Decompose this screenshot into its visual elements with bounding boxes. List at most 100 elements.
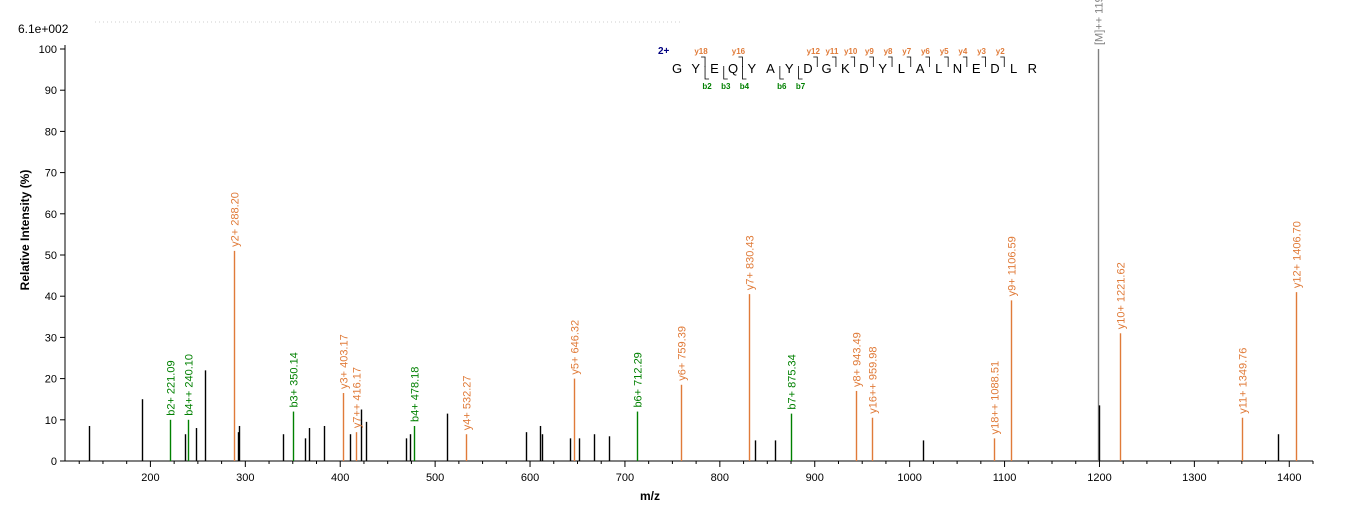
x-axis-title: m/z (640, 489, 660, 503)
y-ion-label: y9 (865, 47, 874, 56)
b-ion-label: b6 (777, 82, 787, 91)
y-ion-bracket (888, 56, 893, 67)
residue-19: L (1010, 61, 1017, 76)
residue-16: N (953, 61, 962, 76)
y-ion-label: y18 (694, 47, 708, 56)
residue-1: G (672, 61, 682, 76)
residue-5: Y (747, 61, 756, 76)
y-tick-label: 80 (45, 126, 57, 138)
b-ion-label: b2 (702, 82, 712, 91)
y-tick-label: 100 (39, 44, 57, 56)
peak-label-1088.51: y18++ 1088.51 (990, 361, 1002, 434)
residue-13: L (898, 61, 905, 76)
peak-label-288.2: y2+ 288.20 (230, 192, 242, 247)
y-tick-label: 50 (45, 250, 57, 262)
x-tick-label: 1300 (1182, 472, 1206, 484)
x-tick-label: 900 (806, 472, 824, 484)
y-tick-label: 60 (45, 209, 57, 221)
peak-label-830.43: y7+ 830.43 (745, 235, 757, 290)
b-ion-label: b3 (721, 82, 731, 91)
x-tick-label: 1100 (993, 472, 1017, 484)
residue-8: D (803, 61, 812, 76)
residue-15: L (935, 61, 942, 76)
y-ion-bracket (944, 56, 949, 67)
y-ion-label: y4 (958, 47, 967, 56)
b-ion-bracket (742, 66, 747, 80)
y-ion-bracket (1000, 56, 1005, 67)
peak-label-1221.62: y10+ 1221.62 (1116, 262, 1128, 329)
x-tick-label: 1200 (1087, 472, 1111, 484)
y-ion-bracket (813, 56, 818, 67)
y-tick-label: 90 (45, 85, 57, 97)
residue-18: D (990, 61, 999, 76)
b-ion-label: b7 (796, 82, 806, 91)
y-ion-bracket (981, 56, 986, 67)
y-axis-title: Relative Intensity (%) (18, 170, 32, 291)
y-ion-label: y12 (807, 47, 821, 56)
y-ion-bracket (962, 56, 968, 67)
y-tick-label: 0 (51, 456, 57, 468)
x-tick-label: 200 (141, 472, 159, 484)
x-tick-label: 600 (521, 472, 539, 484)
axes (64, 45, 1313, 462)
peak-label-1106.59: y9+ 1106.59 (1007, 236, 1019, 296)
peak-label-350.14: b3+ 350.14 (289, 352, 301, 407)
residue-4: Q (728, 61, 738, 76)
peak-label-1406.7: y12+ 1406.70 (1292, 221, 1304, 288)
y-ion-bracket (925, 56, 930, 67)
residue-6: A (766, 61, 775, 76)
peak-label-943.49: y8+ 943.49 (852, 332, 864, 387)
peak-label-416.17: y7++ 416.17 (352, 367, 364, 428)
y-ion-label: y11 (825, 47, 838, 56)
y-ion-label: y6 (921, 47, 930, 56)
y-tick-label: 40 (45, 291, 57, 303)
y-tick-label: 10 (45, 415, 57, 427)
peak-label-478.18: b4+ 478.18 (410, 367, 422, 422)
y-ion-label: y7 (902, 47, 911, 56)
x-tick-label: 700 (616, 472, 634, 484)
y-ion-label: y8 (884, 47, 893, 56)
peak-label-1198.55: [M]++ 1198.55 (1094, 0, 1106, 45)
y-tick-label: 70 (45, 168, 57, 180)
y-ion-label: y2 (996, 47, 1005, 56)
b-ion-bracket (723, 66, 728, 80)
x-tick-label: 500 (426, 472, 444, 484)
peak-label-646.32: y5+ 646.32 (570, 320, 582, 375)
y-ion-bracket (869, 56, 874, 67)
y-ion-label: y3 (977, 47, 986, 56)
peak-label-403.17: y3+ 403.17 (339, 334, 351, 389)
residue-17: E (972, 61, 981, 76)
y-ion-bracket (850, 56, 856, 67)
intensity-scale-label: 6.1e+002 (18, 22, 69, 36)
b-ion-bracket (779, 66, 784, 80)
residue-10: K (841, 61, 850, 76)
b-ion-bracket (798, 66, 803, 80)
y-ion-bracket (701, 56, 706, 67)
residue-7: Y (785, 61, 794, 76)
y-ion-bracket (831, 56, 837, 67)
residue-12: Y (878, 61, 887, 76)
residue-9: G (822, 61, 832, 76)
residue-2: Y (691, 61, 700, 76)
x-tick-label: 1000 (897, 472, 921, 484)
x-tick-label: 400 (331, 472, 349, 484)
peak-label-712.29: b6+ 712.29 (633, 352, 645, 407)
x-tick-label: 1400 (1277, 472, 1301, 484)
y-ion-label: y16 (732, 47, 746, 56)
residue-3: E (710, 61, 719, 76)
y-tick-label: 30 (45, 332, 57, 344)
peak-label-875.34: b7+ 875.34 (787, 354, 799, 409)
peak-label-759.39: y6+ 759.39 (677, 326, 689, 381)
axis-ticks: 0 10 20 30 40 50 60 70 80 90 100 200 300 400 500 600 700… (39, 44, 1314, 484)
residue-14: A (916, 61, 925, 76)
b-ion-label: b4 (740, 82, 750, 91)
peak-label-221.09: b2+ 221.09 (166, 360, 178, 415)
b-ion-bracket (704, 66, 710, 80)
y-ion-label: y10 (844, 47, 858, 56)
x-tick-label: 800 (711, 472, 729, 484)
y-ion-bracket (906, 56, 912, 67)
peak-label-240.1: b4++ 240.10 (184, 354, 196, 416)
x-tick-label: 300 (236, 472, 254, 484)
